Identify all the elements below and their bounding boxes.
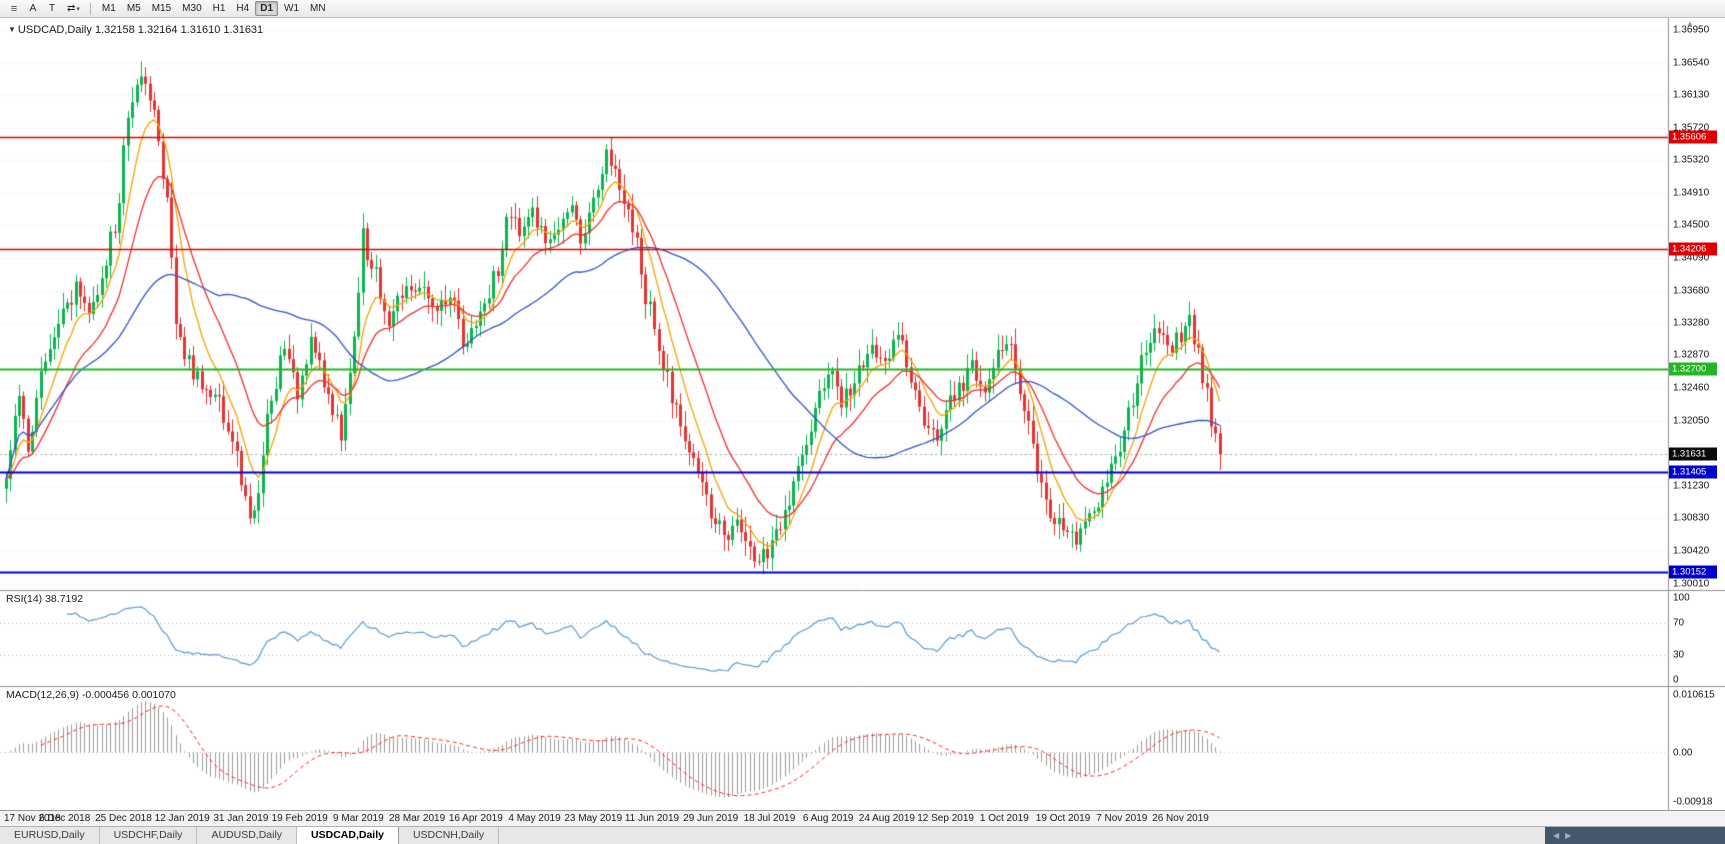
price-axis-label: 1.32050 xyxy=(1673,415,1710,427)
current-price-tag: 1.31631 xyxy=(1669,447,1717,461)
level-price-tag[interactable]: 1.30152 xyxy=(1669,565,1717,579)
level-price-tag[interactable]: 1.34206 xyxy=(1669,242,1717,256)
date-label: 19 Feb 2019 xyxy=(271,813,328,824)
tab-usdchf-daily[interactable]: USDCHF,Daily xyxy=(99,827,198,844)
price-axis-label: 1.36540 xyxy=(1673,57,1710,69)
timeframe-group: M1 M5 M15 M30 H1 H4 D1 W1 MN xyxy=(97,1,332,16)
date-label: 23 May 2019 xyxy=(564,813,623,824)
chart-workspace: ▼ USDCAD,Daily 1.32158 1.32164 1.31610 1.… xyxy=(0,18,1725,810)
level-price-tag[interactable]: 1.35606 xyxy=(1669,130,1717,144)
symbol-name: USDCAD,Daily xyxy=(17,24,92,36)
date-label: 24 Aug 2019 xyxy=(858,813,915,824)
date-label: 25 Dec 2018 xyxy=(95,813,152,824)
text-button[interactable]: T xyxy=(48,3,56,14)
date-label: 19 Oct 2019 xyxy=(1035,813,1091,824)
tab-usdcnh-daily[interactable]: USDCNH,Daily xyxy=(398,827,500,844)
date-label: 4 May 2019 xyxy=(508,813,561,824)
date-label: 12 Sep 2019 xyxy=(917,813,974,824)
rsi-axis-label: 100 xyxy=(1673,592,1690,604)
price-axis-label: 1.30830 xyxy=(1673,512,1710,524)
tab-scroll-right-icon[interactable]: ▶ xyxy=(1565,831,1572,840)
crosshair-button[interactable]: ⇄▾ xyxy=(67,3,80,14)
symbol-tabbar: EURUSD,Daily USDCHF,Daily AUDUSD,Daily USDC… xyxy=(0,826,1725,844)
timeframe-button-w1[interactable]: W1 xyxy=(284,3,300,14)
timeframe-button-d1[interactable]: D1 xyxy=(255,1,279,16)
timeframe-button-h1[interactable]: H1 xyxy=(212,3,226,14)
timeframe-button-m30[interactable]: M30 xyxy=(182,3,202,14)
macd-axis-label: -0.00918 xyxy=(1673,796,1713,808)
timeframe-button-h4[interactable]: H4 xyxy=(236,3,250,14)
date-label: 18 Jul 2019 xyxy=(743,813,796,824)
rsi-axis-label: 70 xyxy=(1673,617,1685,629)
toolbar-separator xyxy=(89,2,91,15)
symbol-marker-icon: ▼ xyxy=(8,25,16,34)
price-axis-label: 1.36950 xyxy=(1673,24,1710,36)
ohlc-values: 1.32158 1.32164 1.31610 1.31631 xyxy=(94,24,264,36)
tools-group: A T ⇄▾ xyxy=(24,1,86,16)
date-label: 31 Jan 2019 xyxy=(213,813,269,824)
tabbar-corner-panel: ◀ ▶ xyxy=(1545,827,1725,844)
tab-audusd-daily[interactable]: AUDUSD,Daily xyxy=(197,827,298,844)
price-axis-label: 1.34910 xyxy=(1673,187,1710,199)
price-axis-label: 1.34090 xyxy=(1673,252,1710,264)
rsi-axis-label: 0 xyxy=(1673,674,1679,686)
timeframe-button-m5[interactable]: M5 xyxy=(126,3,141,14)
price-axis-label: 1.33680 xyxy=(1673,285,1710,297)
price-axis-label: 1.31230 xyxy=(1673,480,1710,492)
caret-down-icon: ▾ xyxy=(76,6,80,13)
timeframe-button-mn[interactable]: MN xyxy=(310,3,326,14)
symbol-ohlc-label: ▼ USDCAD,Daily 1.32158 1.32164 1.31610 1.… xyxy=(8,24,263,36)
date-label: 7 Nov 2019 xyxy=(1096,813,1148,824)
date-label: 28 Mar 2019 xyxy=(388,813,446,824)
level-price-tag[interactable]: 1.32700 xyxy=(1669,362,1717,376)
toolbar: ≡ A T ⇄▾ M1 M5 M15 M30 H1 H4 D1 W1 MN xyxy=(0,0,1725,18)
macd-label: MACD(12,26,9) -0.000456 0.001070 xyxy=(6,689,176,701)
date-label: 6 Dec 2018 xyxy=(39,813,91,824)
scroll-up-icon[interactable]: ▲ xyxy=(1686,19,1694,28)
rsi-axis-label: 30 xyxy=(1673,649,1685,661)
date-label: 1 Oct 2019 xyxy=(979,813,1029,824)
price-axis-label: 1.35320 xyxy=(1673,154,1710,166)
level-price-tag[interactable]: 1.31405 xyxy=(1669,465,1717,479)
menu-icon[interactable]: ≡ xyxy=(10,3,18,15)
price-axis-label: 1.30010 xyxy=(1673,578,1710,590)
timeframe-button-m15[interactable]: M15 xyxy=(151,3,172,14)
date-label: 9 Mar 2019 xyxy=(333,813,384,824)
macd-axis-label: 0.010615 xyxy=(1673,689,1715,701)
rsi-label: RSI(14) 38.7192 xyxy=(6,593,84,605)
price-axis-label: 1.34500 xyxy=(1673,219,1710,231)
price-axis-label: 1.30420 xyxy=(1673,545,1710,557)
date-label: 6 Aug 2019 xyxy=(802,813,854,824)
date-label: 17 Nov 2018 xyxy=(4,813,61,824)
price-axis-label: 1.33280 xyxy=(1673,317,1710,329)
price-axis-label: 1.32460 xyxy=(1673,382,1710,394)
annotations-button[interactable]: A xyxy=(29,3,37,14)
timeframe-button-m1[interactable]: M1 xyxy=(101,3,116,14)
price-axis-label: 1.32870 xyxy=(1673,349,1710,361)
date-axis[interactable]: 17 Nov 2018 6 Dec 2018 25 Dec 2018 12 Jan 2… xyxy=(0,810,1725,826)
price-axis-label: 1.35720 xyxy=(1673,122,1710,134)
date-label: 26 Nov 2019 xyxy=(1152,813,1209,824)
tab-eurusd-daily[interactable]: EURUSD,Daily xyxy=(0,827,100,844)
date-label: 11 Jun 2019 xyxy=(624,813,680,824)
tab-scroll-left-icon[interactable]: ◀ xyxy=(1553,831,1560,840)
date-label: 16 Apr 2019 xyxy=(448,813,503,824)
date-label: 29 Jun 2019 xyxy=(683,813,739,824)
date-label: 12 Jan 2019 xyxy=(154,813,210,824)
macd-axis-label: 0.00 xyxy=(1673,747,1693,758)
tab-usdcad-daily[interactable]: USDCAD,Daily xyxy=(297,827,399,844)
chart-canvas[interactable] xyxy=(0,18,1725,810)
price-axis-label: 1.36130 xyxy=(1673,89,1710,101)
